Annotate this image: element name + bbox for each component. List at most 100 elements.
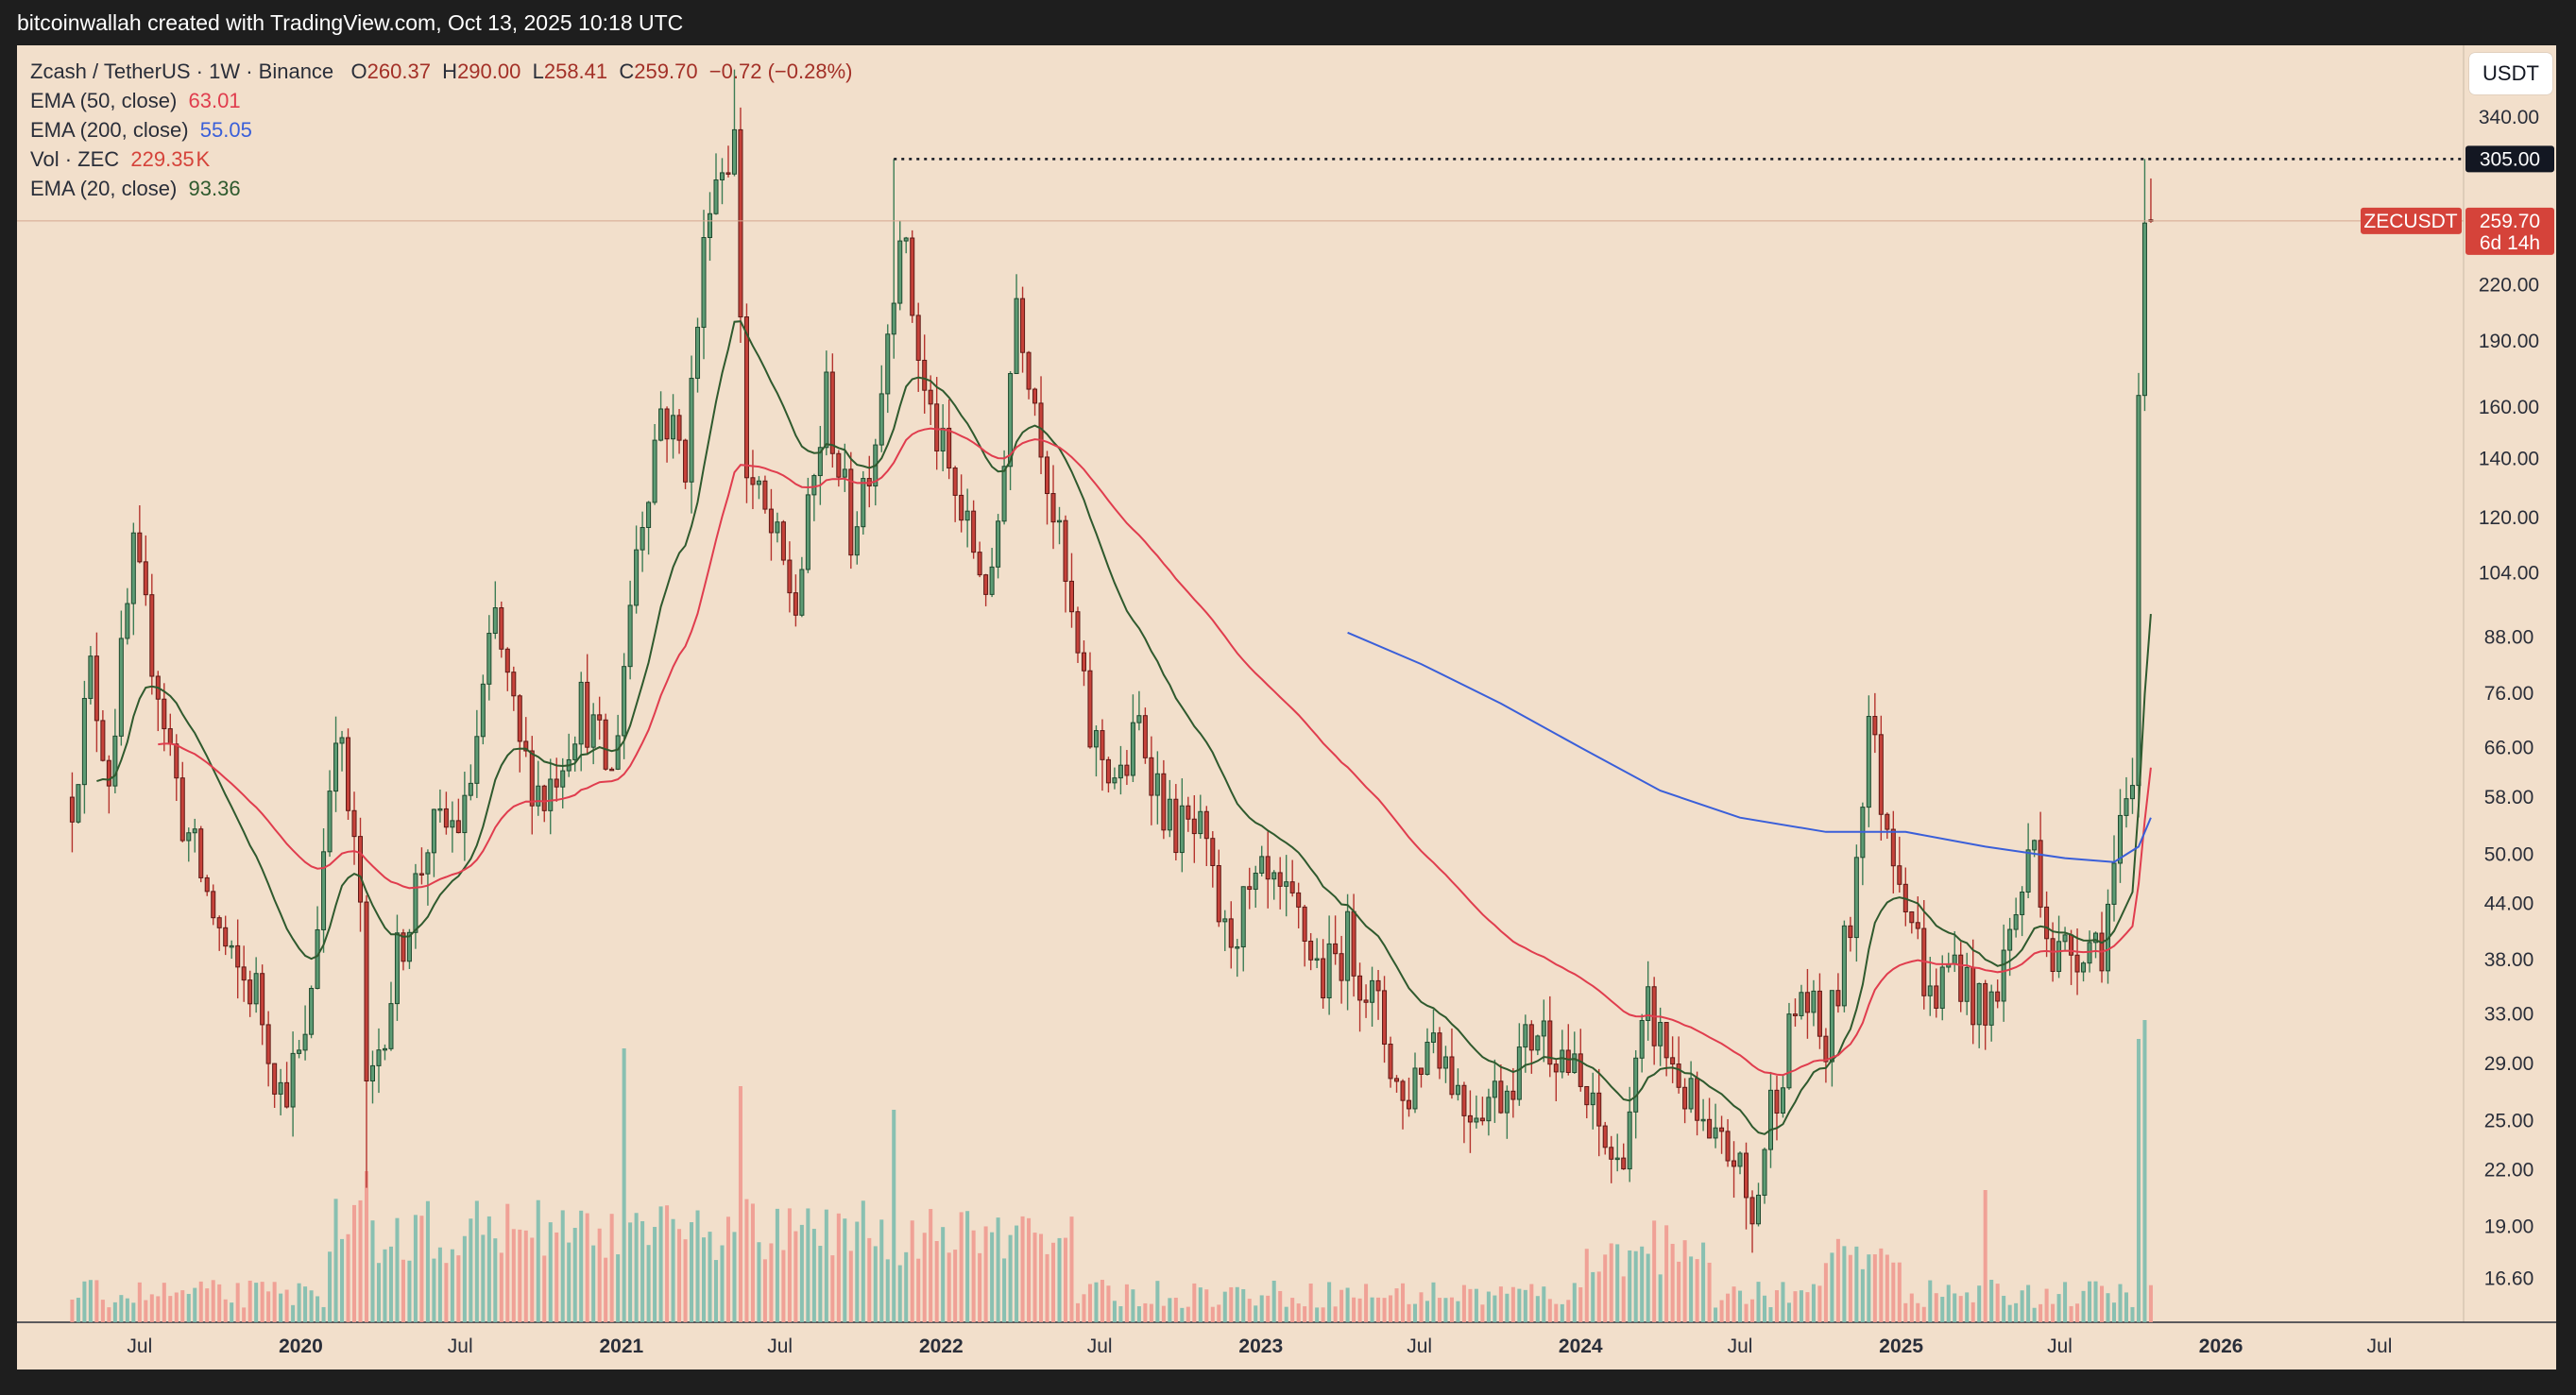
candle-body: [762, 480, 768, 510]
candle-body: [1988, 991, 1994, 1026]
legend-symbol[interactable]: Zcash / TetherUS · 1W · Binance: [30, 60, 334, 83]
candle-body: [1547, 1020, 1553, 1065]
volume-bar: [1131, 1289, 1135, 1322]
volume-bar: [811, 1229, 816, 1322]
candle-body: [2044, 906, 2050, 940]
volume-bar: [2111, 1302, 2117, 1322]
candle-body: [572, 743, 578, 760]
volume-bar: [1474, 1288, 1478, 1322]
candle-body: [382, 1047, 387, 1051]
volume-bar: [1505, 1293, 1510, 1322]
volume-bar: [193, 1287, 197, 1322]
candle-body: [725, 172, 731, 175]
volume-bar: [1517, 1288, 1522, 1322]
chart-panel[interactable]: 340.00 220.00 190.00 160.00 140.00 120.00 104.…: [17, 45, 2556, 1369]
candle-body: [1105, 758, 1111, 784]
legend-vol-row[interactable]: Vol · ZEC 229.35 K: [30, 145, 852, 174]
candle-body: [2001, 949, 2006, 1002]
candle-body: [1112, 777, 1117, 784]
candle-body: [1663, 1022, 1669, 1059]
candle-body: [603, 719, 608, 770]
candle-body: [1609, 1147, 1614, 1160]
legend-ema200-row[interactable]: EMA (200, close) 55.05: [30, 115, 852, 145]
candle-body: [1442, 1056, 1448, 1069]
currency-unit-button[interactable]: USDT: [2469, 53, 2552, 94]
volume-bar: [1885, 1254, 1889, 1322]
volume-bar: [1106, 1285, 1111, 1322]
volume-bar: [1823, 1263, 1828, 1322]
volume-bar: [1510, 1286, 1515, 1322]
volume-bar: [2142, 1020, 2147, 1322]
volume-bar: [824, 1209, 828, 1322]
candle-body: [1271, 872, 1277, 880]
volume-bar: [2075, 1303, 2080, 1322]
y-tick-label: 38.00: [2484, 949, 2534, 971]
candle-body: [664, 408, 670, 440]
candle-body: [1510, 1090, 1516, 1100]
volume-bar: [793, 1231, 798, 1322]
volume-bar: [321, 1306, 326, 1322]
candle-body: [364, 901, 369, 1082]
volume-bar: [156, 1296, 161, 1322]
candle-body: [450, 820, 455, 828]
candle-body: [1504, 1090, 1510, 1114]
candle-body: [504, 648, 510, 673]
volume-bar: [1259, 1295, 1264, 1322]
attribution-text: bitcoinwallah created with TradingView.c…: [17, 10, 684, 35]
candle-body: [1321, 958, 1326, 999]
volume-bar: [1835, 1238, 1840, 1322]
volume-bar: [1094, 1282, 1099, 1322]
legend-ema200-value: 55.05: [199, 118, 252, 142]
candle-body: [910, 237, 915, 316]
volume-bar: [1596, 1271, 1601, 1322]
candle-body: [597, 714, 603, 721]
volume-bar: [929, 1209, 933, 1322]
volume-bar: [328, 1251, 333, 1322]
volume-bar: [137, 1282, 142, 1322]
volume-bar: [272, 1282, 277, 1322]
candle-body: [100, 720, 106, 761]
volume-bar: [1909, 1293, 1914, 1322]
candle-body: [1927, 985, 1933, 996]
volume-bar: [879, 1219, 884, 1322]
price-chart[interactable]: 340.00 220.00 190.00 160.00 140.00 120.00 104.…: [17, 45, 2556, 1369]
legend-symbol-row[interactable]: Zcash / TetherUS · 1W · Binance O260.37 …: [30, 57, 852, 86]
candle-body: [1259, 856, 1265, 874]
volume-bar: [1235, 1286, 1239, 1322]
y-tick-label: 19.00: [2484, 1216, 2534, 1237]
volume-bar: [1480, 1304, 1485, 1322]
volume-bar: [2044, 1288, 2049, 1322]
candle-body: [1602, 1125, 1608, 1148]
legend-close-label: C: [619, 60, 635, 83]
candle-body: [1056, 519, 1063, 523]
candle-body: [799, 569, 805, 616]
candle-body: [977, 552, 982, 576]
candle-body: [1363, 999, 1369, 1003]
candle-body: [590, 714, 596, 748]
volume-bar: [1695, 1259, 1699, 1322]
candle-body: [1191, 818, 1197, 835]
candle-body: [1081, 652, 1086, 672]
volume-bar: [609, 1214, 614, 1322]
volume-bar: [279, 1293, 283, 1322]
candle-body: [486, 633, 492, 685]
legend-ema20-row[interactable]: EMA (20, close) 93.36: [30, 174, 852, 203]
volume-bar: [713, 1260, 719, 1322]
volume-bar: [781, 1250, 786, 1322]
volume-bar: [388, 1246, 393, 1322]
legend-ema50-row[interactable]: EMA (50, close) 63.01: [30, 86, 852, 115]
volume-bar: [1290, 1298, 1295, 1322]
volume-bar: [1437, 1298, 1442, 1322]
candle-body: [1621, 1157, 1627, 1170]
candle-body: [333, 742, 339, 792]
candle-body: [1767, 1089, 1774, 1150]
candle-body: [1976, 982, 1982, 1026]
volume-bar: [419, 1216, 424, 1322]
candle-body: [1308, 940, 1314, 961]
volume-bar: [76, 1298, 80, 1322]
volume-bar: [1394, 1288, 1399, 1322]
volume-bar: [1983, 1190, 1987, 1322]
candle-body: [683, 439, 689, 483]
candle-body: [1388, 1044, 1393, 1080]
volume-bar: [1069, 1216, 1074, 1322]
